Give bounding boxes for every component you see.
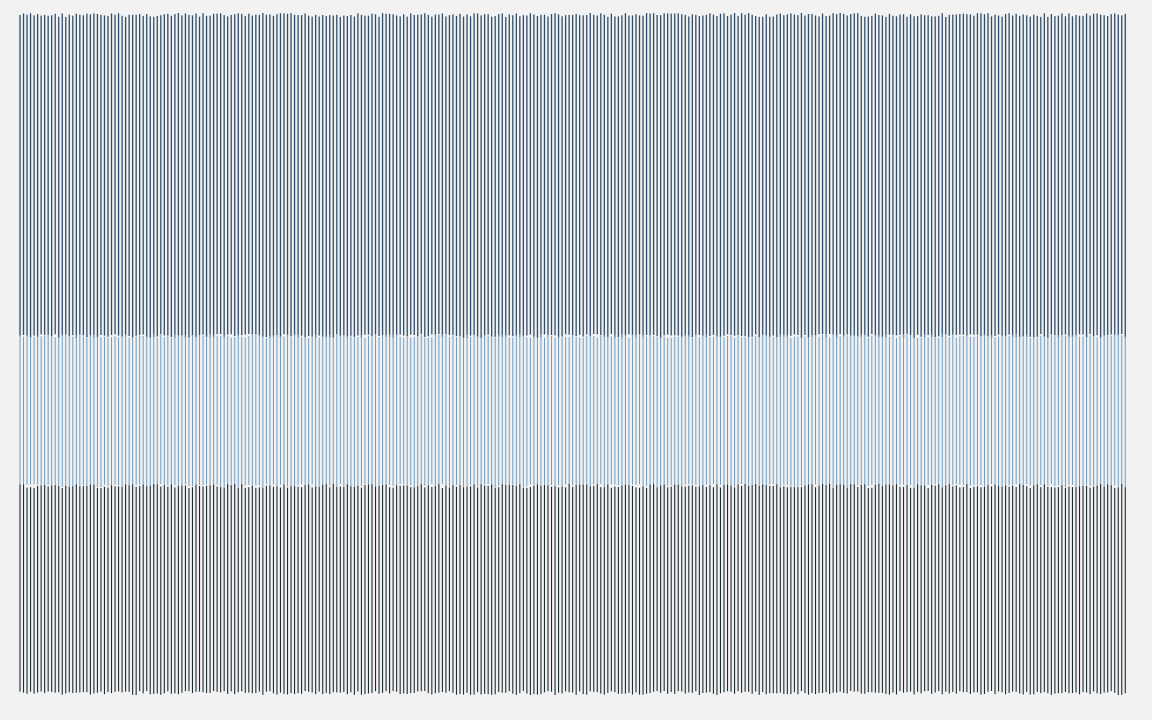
- band-top-lines: [19, 13, 1126, 338]
- band-bottom-lines: [19, 484, 1126, 695]
- band-middle-lines: [19, 334, 1126, 488]
